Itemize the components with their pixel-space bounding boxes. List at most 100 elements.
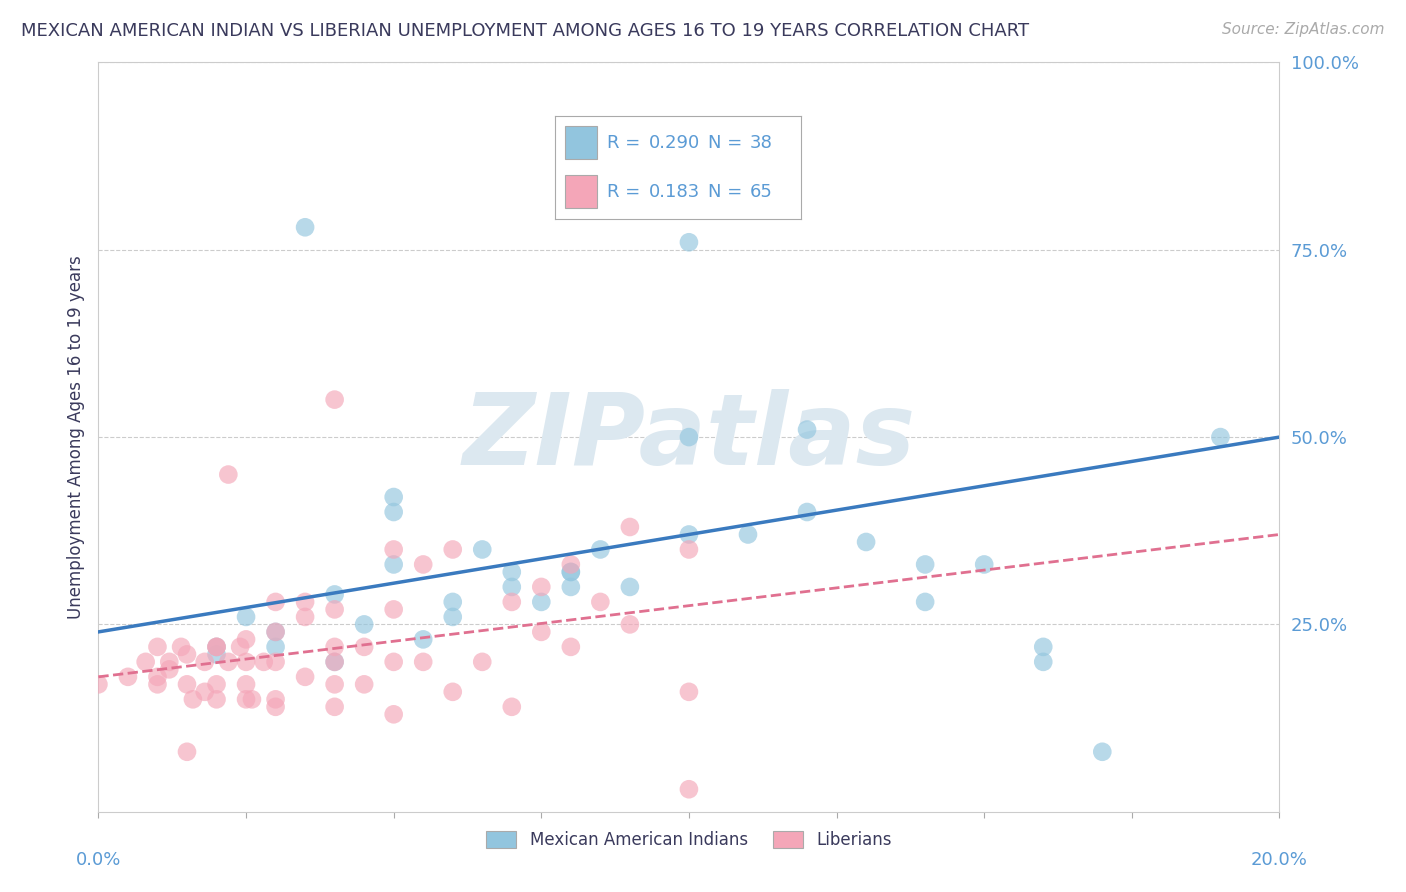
Point [194, 685, 217, 699]
Point [235, 655, 257, 669]
Point [235, 692, 257, 706]
Point [205, 692, 228, 706]
Text: ZIPatlas: ZIPatlas [463, 389, 915, 485]
Point [294, 595, 316, 609]
Point [382, 558, 405, 572]
Point [441, 685, 464, 699]
Point [382, 707, 405, 722]
Point [323, 699, 346, 714]
Point [229, 640, 252, 654]
Point [737, 527, 759, 541]
Point [382, 490, 405, 504]
Point [412, 558, 434, 572]
Point [117, 670, 139, 684]
Point [560, 558, 582, 572]
Point [264, 624, 287, 639]
Point [240, 692, 263, 706]
Point [264, 595, 287, 609]
Point [264, 655, 287, 669]
Point [678, 685, 700, 699]
Point [353, 640, 375, 654]
Point [353, 617, 375, 632]
Point [235, 610, 257, 624]
Point [855, 535, 877, 549]
Point [205, 648, 228, 662]
Point [264, 699, 287, 714]
Point [560, 580, 582, 594]
Point [264, 640, 287, 654]
Point [914, 558, 936, 572]
Point [530, 580, 553, 594]
Point [264, 624, 287, 639]
Point [441, 610, 464, 624]
Point [973, 558, 995, 572]
Text: 0.183: 0.183 [650, 183, 700, 201]
Point [253, 655, 276, 669]
Point [796, 423, 818, 437]
Point [181, 692, 204, 706]
Point [1091, 745, 1114, 759]
Point [294, 670, 316, 684]
Point [157, 662, 180, 676]
Point [146, 670, 169, 684]
Point [235, 632, 257, 647]
Point [323, 392, 346, 407]
Point [294, 220, 316, 235]
Point [382, 505, 405, 519]
Point [323, 655, 346, 669]
Point [353, 677, 375, 691]
Point [135, 655, 157, 669]
Point [264, 692, 287, 706]
Point [530, 595, 553, 609]
Point [441, 542, 464, 557]
Point [914, 595, 936, 609]
Point [323, 640, 346, 654]
Point [471, 655, 494, 669]
Point [1032, 655, 1054, 669]
Point [412, 655, 434, 669]
Point [382, 602, 405, 616]
Point [589, 542, 612, 557]
Point [678, 235, 700, 250]
Text: N =: N = [709, 134, 748, 152]
Point [294, 610, 316, 624]
Point [194, 655, 217, 669]
Legend: Mexican American Indians, Liberians: Mexican American Indians, Liberians [479, 824, 898, 855]
Y-axis label: Unemployment Among Ages 16 to 19 years: Unemployment Among Ages 16 to 19 years [66, 255, 84, 619]
Point [619, 617, 641, 632]
Point [619, 580, 641, 594]
Point [560, 640, 582, 654]
Point [678, 542, 700, 557]
Point [589, 595, 612, 609]
Point [501, 565, 523, 579]
Point [87, 677, 110, 691]
Point [323, 677, 346, 691]
Point [678, 430, 700, 444]
Point [146, 677, 169, 691]
Point [170, 640, 193, 654]
Point [796, 505, 818, 519]
Point [382, 655, 405, 669]
Point [323, 655, 346, 669]
Point [501, 580, 523, 594]
Text: Source: ZipAtlas.com: Source: ZipAtlas.com [1222, 22, 1385, 37]
Text: 38: 38 [749, 134, 773, 152]
Text: R =: R = [607, 183, 652, 201]
Point [530, 624, 553, 639]
Text: 0.0%: 0.0% [76, 851, 121, 869]
Point [205, 640, 228, 654]
Point [217, 655, 239, 669]
Point [323, 602, 346, 616]
Point [1032, 640, 1054, 654]
Point [176, 648, 198, 662]
Point [501, 595, 523, 609]
Point [471, 542, 494, 557]
Point [146, 640, 169, 654]
Text: N =: N = [709, 183, 748, 201]
Point [560, 565, 582, 579]
Point [501, 699, 523, 714]
Text: R =: R = [607, 134, 645, 152]
Text: MEXICAN AMERICAN INDIAN VS LIBERIAN UNEMPLOYMENT AMONG AGES 16 TO 19 YEARS CORRE: MEXICAN AMERICAN INDIAN VS LIBERIAN UNEM… [21, 22, 1029, 40]
Point [176, 745, 198, 759]
Point [619, 520, 641, 534]
